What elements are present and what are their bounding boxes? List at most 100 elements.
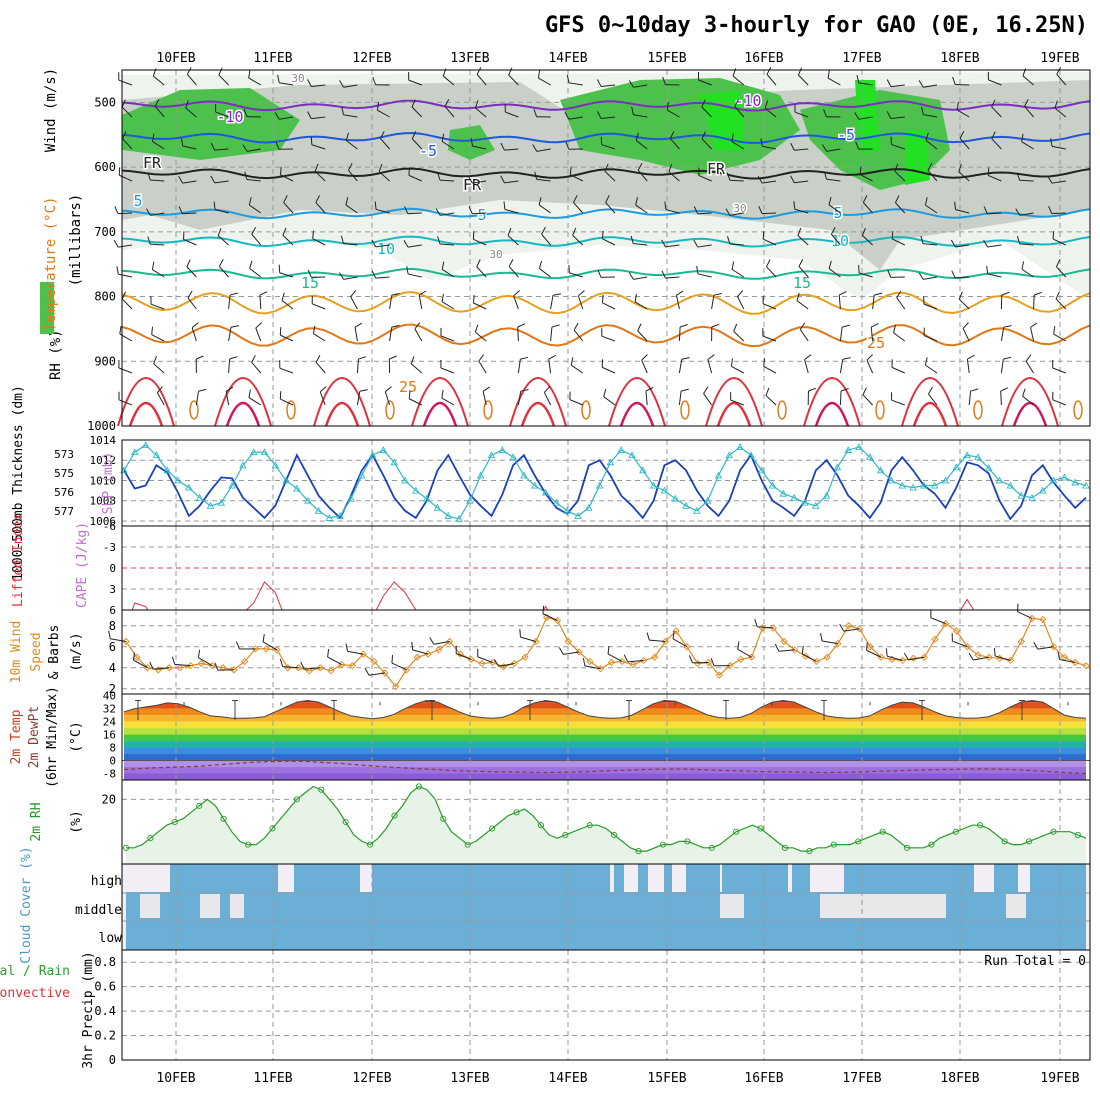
- thickness-marker: [1006, 481, 1015, 489]
- thickness-marker: [358, 471, 366, 479]
- surface-wind-barb: [994, 655, 1011, 661]
- upper-wind-barb: [435, 208, 441, 216]
- upper-wind-barb: [681, 357, 690, 360]
- wind-speed-marker: [478, 659, 486, 668]
- cloud-axis-label: Cloud Cover (%): [19, 846, 34, 963]
- upper-wind-barb: [680, 388, 689, 392]
- rh-marker: [415, 783, 422, 790]
- upper-wind-barb: [500, 175, 505, 184]
- upper-wind-barb: [808, 387, 817, 392]
- upper-wind-barb: [827, 77, 841, 86]
- surface-wind-barb: [1017, 611, 1033, 619]
- upper-wind-barb: [568, 82, 583, 86]
- temp-axis-label-4: (°C): [69, 721, 84, 752]
- upper-wind-barb: [570, 364, 584, 374]
- rh-marker: [659, 841, 666, 848]
- upper-wind-barb: [921, 106, 924, 115]
- upper-wind-barb: [307, 79, 312, 87]
- upper-wind-barb: [830, 227, 836, 235]
- upper-wind-barb: [359, 389, 368, 392]
- contour-label: 5: [133, 192, 142, 210]
- upper-wind-barb: [251, 227, 257, 235]
- date-label-top: 14FEB: [548, 51, 587, 66]
- wind-speed-marker: [294, 664, 303, 672]
- upper-wind-barb: [440, 367, 455, 374]
- upper-wind-barb: [1029, 327, 1035, 342]
- upper-wind-barb: [565, 141, 570, 150]
- wind-speed-marker: [305, 667, 314, 675]
- temperature-contour-35: [912, 402, 948, 427]
- upper-wind-barb: [923, 303, 938, 310]
- upper-wind-barb: [186, 259, 191, 267]
- thickness-marker: [574, 511, 582, 519]
- upper-wind-barb: [894, 195, 900, 203]
- temp-band: [124, 728, 1086, 735]
- upper-wind-barb: [411, 106, 423, 118]
- upper-wind-barb: [474, 100, 479, 109]
- thickness-marker: [984, 464, 993, 472]
- upper-wind-barb: [312, 238, 326, 246]
- upper-wind-barb: [255, 327, 262, 342]
- surface-wind-barb: [364, 668, 370, 676]
- upper-wind-barb: [279, 272, 294, 278]
- wind-tick: 8: [109, 619, 116, 633]
- surface-wind-barb: [778, 649, 795, 652]
- wind-speed-marker: [769, 624, 777, 632]
- thickness-marker: [325, 513, 334, 521]
- rh-marker: [537, 822, 544, 829]
- surface-wind-barb: [1059, 659, 1076, 663]
- upper-wind-barb: [798, 74, 809, 86]
- upper-wind-barb: [411, 138, 423, 150]
- temperature-contour-35: [520, 402, 556, 427]
- upper-wind-barb: [119, 326, 122, 335]
- wind-speed-marker: [176, 664, 184, 672]
- upper-wind-barb: [711, 323, 720, 328]
- upper-wind-barb: [726, 172, 731, 181]
- upper-wind-barb: [379, 131, 385, 139]
- upper-wind-barb: [389, 355, 397, 360]
- upper-wind-barb: [248, 397, 262, 406]
- temperature-contour-30: [509, 377, 567, 427]
- upper-wind-barb: [794, 208, 809, 214]
- thickness-marker: [303, 496, 312, 504]
- rh-marker: [318, 786, 325, 793]
- upper-wind-barb: [1019, 179, 1034, 182]
- thickness-marker: [963, 451, 971, 459]
- surface-wind-barb: [646, 632, 650, 641]
- rh-marker: [147, 835, 154, 842]
- upper-wind-barb: [1001, 291, 1010, 296]
- panel-frame: [121, 69, 1091, 427]
- temp-band: [124, 767, 1086, 774]
- temp-band: [124, 760, 1086, 768]
- upper-wind-barb: [951, 270, 956, 279]
- surface-wind-barb: [607, 653, 623, 662]
- date-label-bottom: 10FEB: [156, 1071, 195, 1086]
- contour-label: FR: [463, 176, 482, 194]
- upper-wind-barb: [1022, 388, 1026, 397]
- upper-wind-barb: [279, 327, 282, 336]
- upper-wind-barb: [307, 269, 312, 278]
- surface-wind-barb: [493, 659, 499, 667]
- surface-wind-barb: [327, 656, 342, 666]
- upper-wind-barb: [987, 212, 1002, 215]
- wind-axis-label-1: 10m Wind: [9, 621, 24, 684]
- lifted-index-tick: 3: [109, 583, 116, 596]
- upper-wind-barb: [766, 259, 771, 267]
- upper-wind-barb: [988, 175, 1002, 182]
- upper-wind-barb: [277, 74, 280, 83]
- upper-wind-barb: [954, 201, 957, 210]
- upper-wind-barb: [229, 356, 238, 360]
- upper-wind-barb: [348, 169, 358, 182]
- upper-wind-barb: [991, 99, 996, 108]
- upper-wind-barb: [1050, 138, 1053, 147]
- upper-wind-barb: [371, 270, 377, 279]
- upper-wind-barb: [145, 208, 151, 216]
- upper-wind-barb: [470, 138, 473, 147]
- upper-wind-barb: [1055, 266, 1067, 278]
- upper-wind-barb: [214, 180, 229, 184]
- thickness-marker: [368, 451, 377, 459]
- upper-wind-barb: [340, 235, 344, 244]
- upper-wind-barb: [182, 212, 197, 215]
- upper-wind-barb: [766, 266, 777, 278]
